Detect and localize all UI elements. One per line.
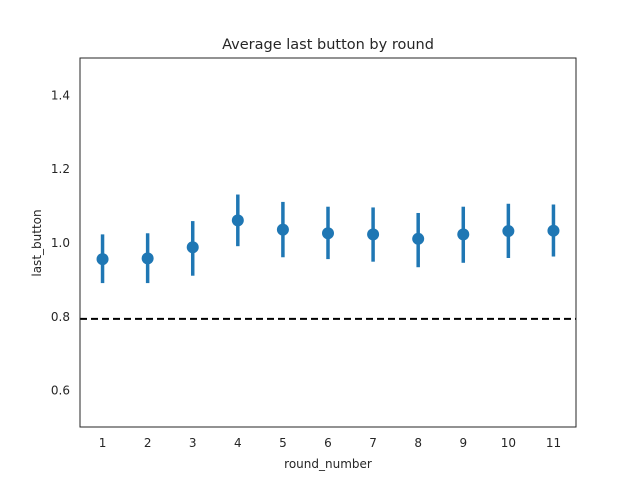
y-axis-label: last_button	[30, 209, 44, 276]
y-tick-label-0.6: 0.6	[51, 384, 70, 398]
x-tick-label-6: 6	[324, 436, 332, 450]
y-tick-label-1.4: 1.4	[51, 88, 70, 102]
data-point-1	[96, 253, 109, 266]
data-point-10	[502, 225, 515, 238]
chart-title: Average last button by round	[222, 37, 434, 53]
y-tick-label-0.8: 0.8	[51, 310, 70, 324]
y-tick-label-1.0: 1.0	[51, 236, 70, 250]
axes-frame	[79, 57, 577, 428]
data-point-4	[231, 214, 244, 227]
x-tick-label-5: 5	[279, 436, 287, 450]
x-tick-label-8: 8	[414, 436, 422, 450]
plot-area: 0.6 0.8 1.0 1.2 1.4 1 2 3 4 5 6 7 8 9 10 11	[51, 57, 577, 450]
data-point-7	[367, 228, 380, 241]
x-tick-label-10: 10	[501, 436, 516, 450]
data-point-3	[186, 241, 199, 254]
data-point-6	[322, 227, 334, 240]
x-tick-label-11: 11	[546, 436, 561, 450]
y-tick-label-1.2: 1.2	[51, 162, 70, 176]
x-tick-label-3: 3	[189, 436, 197, 450]
data-point-8	[412, 232, 425, 245]
x-tick-label-9: 9	[459, 436, 467, 450]
x-tick-label-1: 1	[99, 436, 107, 450]
x-axis-label: round_number	[284, 457, 372, 471]
x-tick-label-2: 2	[144, 436, 152, 450]
data-point-5	[276, 223, 289, 236]
x-tick-label-7: 7	[369, 436, 377, 450]
data-point-9	[457, 228, 470, 241]
data-point-2	[141, 252, 154, 265]
x-tick-label-4: 4	[234, 436, 242, 450]
data-point-11	[547, 224, 560, 237]
